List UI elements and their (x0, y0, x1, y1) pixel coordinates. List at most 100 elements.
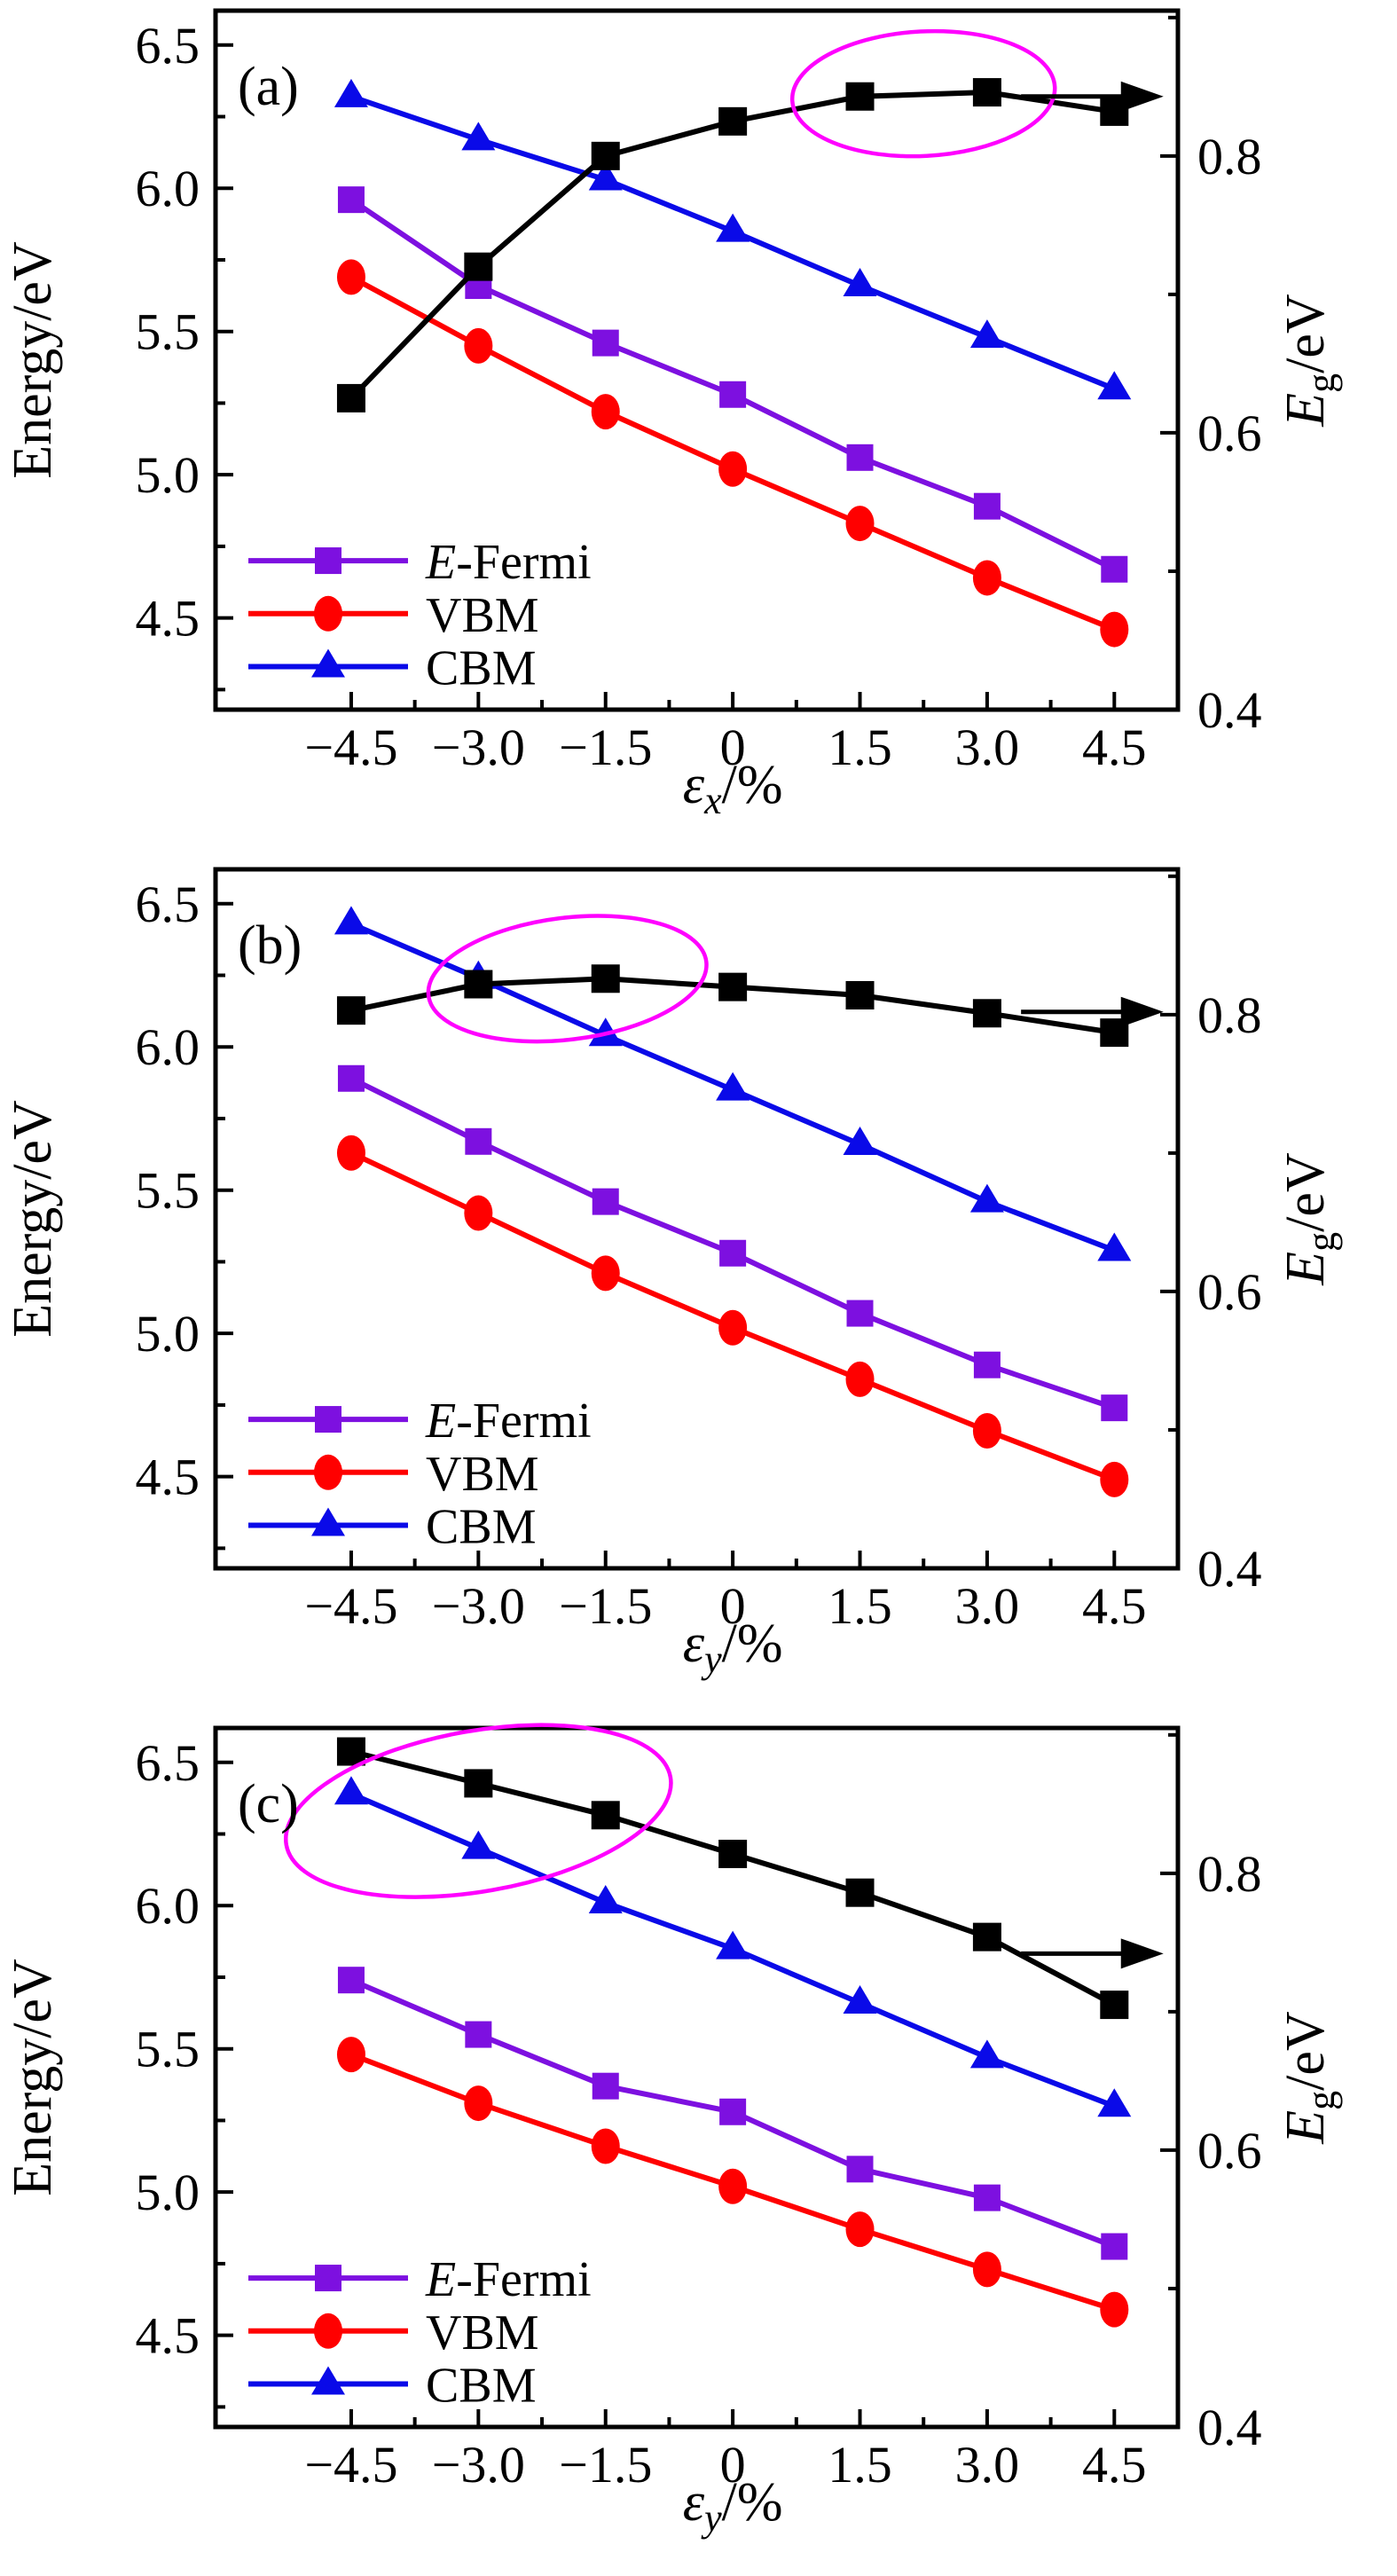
vbm-point (718, 1309, 748, 1346)
eg-point (336, 1737, 365, 1766)
eg-point (845, 980, 875, 1009)
highlight-ellipse (283, 1723, 673, 1899)
y-right-tick-label: 0.8 (1197, 1845, 1262, 1903)
y-left-tick-label: 6.5 (136, 1734, 200, 1792)
x-tick-label: −4.5 (304, 2436, 397, 2494)
efermi-point (1101, 2233, 1128, 2260)
efermi-point (337, 186, 365, 214)
x-tick-label: 1.5 (828, 1577, 892, 1635)
arrow-head-icon (1120, 81, 1164, 112)
y-left-tick-label: 4.5 (136, 590, 200, 648)
y-left-tick-label: 4.5 (136, 2307, 200, 2365)
y-right-tick-label: 0.4 (1197, 1540, 1262, 1598)
y-right-axis-title: Eg/eV (1275, 1152, 1343, 1286)
vbm-point (845, 2211, 875, 2248)
panel-c: −4.5 −3.0 −1.5 0 1.5 3.0 4.5 4.5 5.0 5.5 6.0 6.5 0.4… (0, 1717, 1397, 2576)
cbm-point (334, 906, 368, 935)
vbm-point (845, 1361, 875, 1397)
panel-tag: (b) (238, 915, 302, 976)
vbm-point (1100, 2291, 1129, 2328)
efermi-point (973, 1351, 1001, 1378)
series-efermi (337, 1064, 1128, 1422)
series-eg (336, 964, 1129, 1048)
eg-point (591, 964, 620, 993)
x-tick-label: 0 (720, 2436, 746, 2494)
vbm-point (336, 259, 365, 295)
legend-marker-vbm (314, 2313, 342, 2349)
y-right-axis-title: Eg/eV (1275, 2011, 1343, 2145)
y-left-tick-label: 6.5 (136, 876, 200, 933)
series-vbm (336, 1135, 1129, 1497)
cbm-point (334, 1776, 368, 1805)
right-axis-arrow (1021, 1938, 1164, 1969)
vbm-point (336, 1135, 365, 1171)
highlight-ellipse (426, 914, 709, 1044)
y-axis-left: 4.5 5.0 5.5 6.0 6.5 (136, 17, 233, 692)
x-tick-label: 3.0 (955, 1577, 1020, 1635)
x-tick-label: 4.5 (1082, 719, 1147, 776)
legend-label-vbm: VBM (426, 1447, 539, 1502)
y-right-tick-label: 0.4 (1197, 2399, 1262, 2456)
eg-point (972, 1922, 1001, 1952)
cbm-point (716, 1072, 750, 1101)
plot-frame (213, 1725, 1181, 2430)
y-left-tick-label: 6.0 (136, 1877, 200, 1935)
x-tick-label: −1.5 (559, 2436, 652, 2494)
x-tick-label: 1.5 (828, 2436, 892, 2494)
efermi-point (846, 444, 874, 471)
efermi-point (719, 1239, 747, 1267)
efermi-point (973, 2184, 1001, 2211)
legend-label-cbm: CBM (426, 1500, 537, 1555)
efermi-point (465, 1127, 492, 1155)
y-left-tick-label: 4.5 (136, 1449, 200, 1506)
efermi-point (337, 1064, 365, 1092)
panel-tag: (a) (238, 57, 299, 117)
vbm-point (972, 2251, 1001, 2288)
vbm-point (464, 2085, 493, 2122)
x-tick-label: 1.5 (828, 719, 892, 776)
x-axis: −4.5 −3.0 −1.5 0 1.5 3.0 4.5 (304, 2409, 1147, 2494)
series-efermi (337, 1967, 1128, 2260)
legend-label-efermi: E-Fermi (425, 2252, 592, 2307)
y-left-axis-title: Energy/eV (3, 1100, 63, 1338)
legend-marker-vbm (314, 1454, 342, 1490)
efermi-point (973, 492, 1001, 520)
y-left-tick-label: 6.0 (136, 160, 200, 217)
cbm-point (969, 1183, 1004, 1213)
y-left-tick-label: 5.0 (136, 1305, 200, 1363)
x-tick-label: −4.5 (304, 1577, 397, 1635)
panel-a: −4.5 −3.0 −1.5 0 1.5 3.0 4.5 4.5 5.0 5.5 6.0 6.5 0.4… (0, 0, 1397, 859)
cbm-point (1097, 2088, 1132, 2117)
plot-frame (213, 867, 1181, 1571)
cbm-point (716, 1930, 750, 1959)
chart-a: −4.5 −3.0 −1.5 0 1.5 3.0 4.5 4.5 5.0 5.5 6.0 6.5 0.4… (3, 8, 1343, 822)
y-right-tick-label: 0.4 (1197, 681, 1262, 739)
cbm-point (588, 1885, 623, 1913)
vbm-point (972, 560, 1001, 596)
eg-point (972, 999, 1001, 1028)
legend-marker-vbm (314, 595, 342, 632)
y-right-tick-label: 0.6 (1197, 404, 1262, 462)
x-tick-label: −3.0 (432, 2436, 525, 2494)
y-left-tick-label: 5.5 (136, 303, 200, 361)
legend-label-vbm: VBM (426, 588, 539, 643)
arrow-head-icon (1120, 1938, 1164, 1969)
legend-label-vbm: VBM (426, 2305, 539, 2360)
legend-label-cbm: CBM (426, 2359, 537, 2414)
series-cbm (334, 906, 1132, 1261)
y-left-tick-label: 5.5 (136, 2021, 200, 2078)
vbm-point (972, 1412, 1001, 1449)
plot-frame (213, 8, 1181, 712)
series-efermi (337, 186, 1128, 583)
cbm-point (969, 2039, 1004, 2069)
eg-point (464, 1769, 493, 1798)
y-axis-left: 4.5 5.0 5.5 6.0 6.5 (136, 1734, 233, 2409)
cbm-point (461, 1830, 496, 1859)
cbm-point (843, 1127, 877, 1156)
x-axis: −4.5 −3.0 −1.5 0 1.5 3.0 4.5 (304, 1551, 1147, 1635)
cbm-point (843, 1985, 877, 2014)
efermi-point (337, 1967, 365, 1994)
y-left-tick-label: 5.5 (136, 1162, 200, 1220)
